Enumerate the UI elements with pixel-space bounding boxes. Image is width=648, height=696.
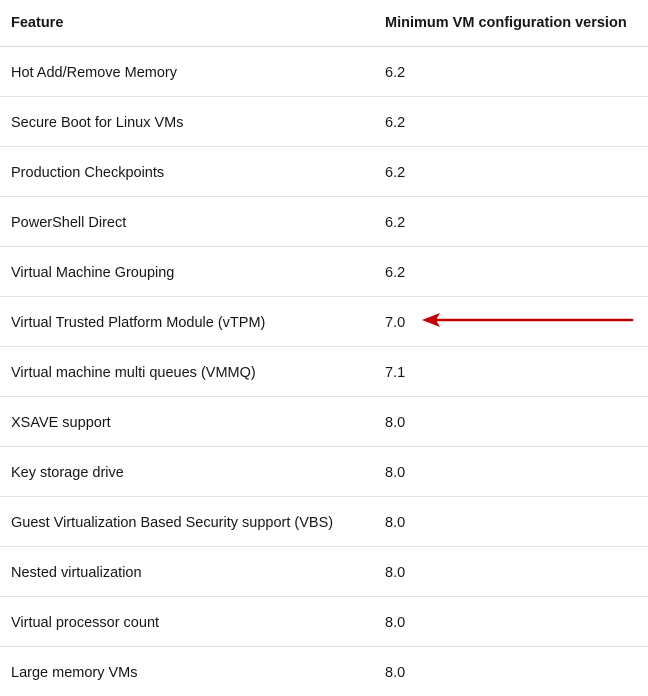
feature-cell: Secure Boot for Linux VMs <box>11 114 184 131</box>
table-header: Feature Minimum VM configuration version <box>0 0 648 47</box>
version-cell: 8.0 <box>385 464 406 481</box>
red-arrow-icon <box>422 313 634 327</box>
version-cell: 7.1 <box>385 364 406 381</box>
table-row: Virtual Machine Grouping 6.2 <box>0 247 648 297</box>
feature-cell: Virtual processor count <box>11 614 160 631</box>
feature-cell: XSAVE support <box>11 414 111 431</box>
table-row: Secure Boot for Linux VMs 6.2 <box>0 97 648 147</box>
feature-cell: Virtual Machine Grouping <box>11 264 175 281</box>
header-version: Minimum VM configuration version <box>385 15 627 31</box>
arrow-head <box>422 313 440 327</box>
feature-cell: Hot Add/Remove Memory <box>11 64 178 81</box>
feature-cell: Nested virtualization <box>11 564 142 581</box>
table-row: XSAVE support 8.0 <box>0 397 648 447</box>
version-cell: 8.0 <box>385 614 406 631</box>
version-cell: 7.0 <box>385 314 406 331</box>
feature-cell: Production Checkpoints <box>11 164 165 181</box>
header-feature: Feature <box>11 15 64 31</box>
table-row: Production Checkpoints 6.2 <box>0 147 648 197</box>
version-cell: 6.2 <box>385 164 406 181</box>
version-cell: 6.2 <box>385 264 406 281</box>
version-cell: 8.0 <box>385 514 406 531</box>
version-cell: 8.0 <box>385 664 406 681</box>
version-cell: 6.2 <box>385 214 406 231</box>
feature-cell: Virtual Trusted Platform Module (vTPM) <box>11 314 266 331</box>
table-row: Large memory VMs 8.0 <box>0 647 648 696</box>
feature-cell: PowerShell Direct <box>11 214 127 231</box>
version-cell: 6.2 <box>385 114 406 131</box>
table-row: Guest Virtualization Based Security supp… <box>0 497 648 547</box>
table-row: Virtual machine multi queues (VMMQ) 7.1 <box>0 347 648 397</box>
table-row: Virtual processor count 8.0 <box>0 597 648 647</box>
table-row: Nested virtualization 8.0 <box>0 547 648 597</box>
table-row: PowerShell Direct 6.2 <box>0 197 648 247</box>
version-cell: 6.2 <box>385 64 406 81</box>
table-row: Key storage drive 8.0 <box>0 447 648 497</box>
version-cell: 8.0 <box>385 414 406 431</box>
table-row: Hot Add/Remove Memory 6.2 <box>0 47 648 97</box>
table-row: Virtual Trusted Platform Module (vTPM) 7… <box>0 297 648 347</box>
feature-cell: Key storage drive <box>11 464 124 481</box>
feature-cell: Virtual machine multi queues (VMMQ) <box>11 364 256 381</box>
version-cell: 8.0 <box>385 564 406 581</box>
feature-cell: Guest Virtualization Based Security supp… <box>11 514 334 531</box>
feature-cell: Large memory VMs <box>11 664 138 681</box>
